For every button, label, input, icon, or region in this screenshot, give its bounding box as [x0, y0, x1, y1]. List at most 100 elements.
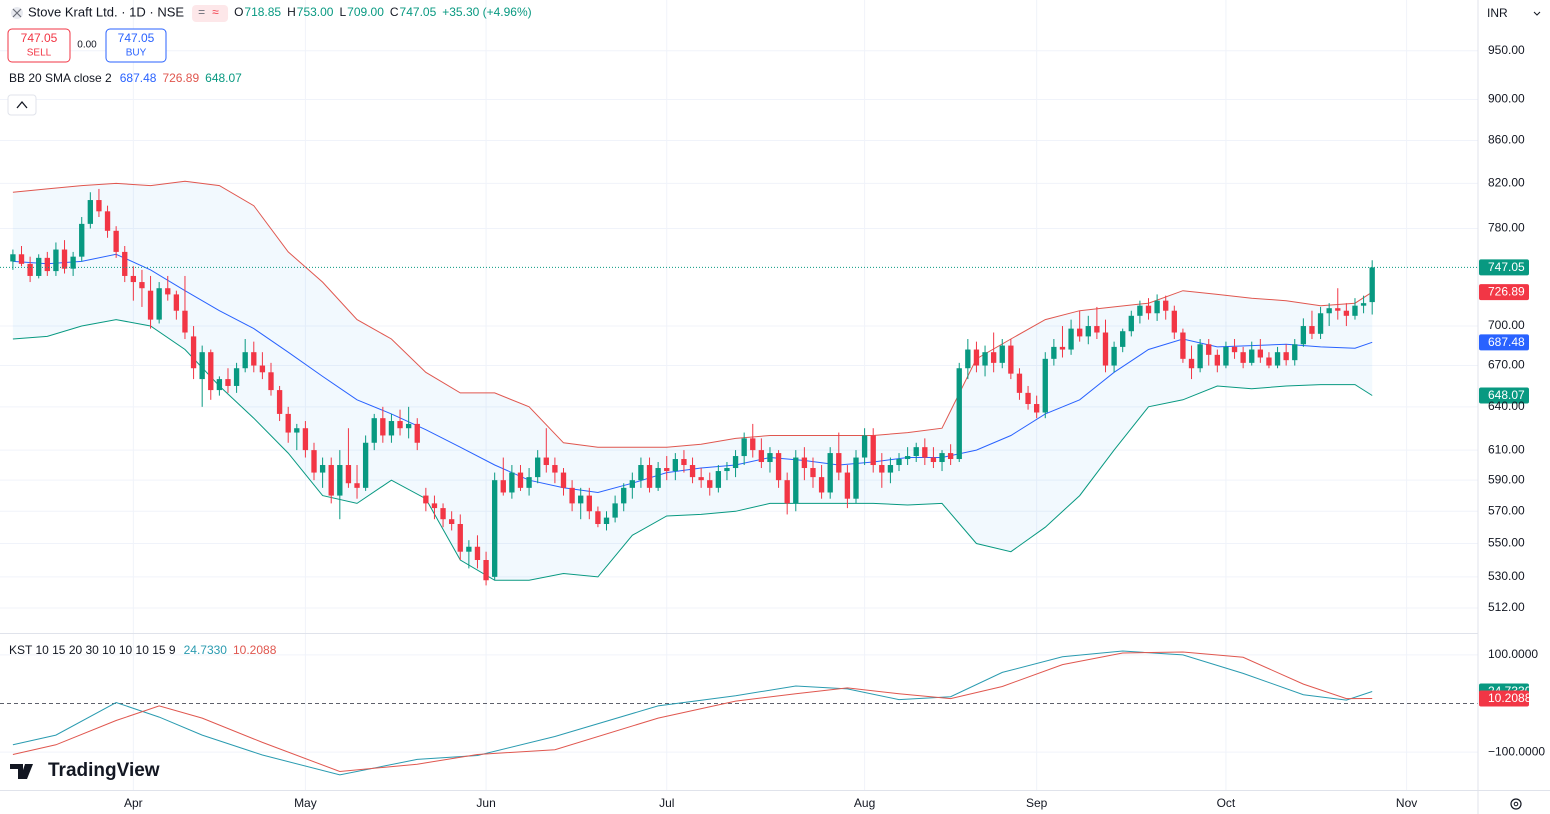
candle-body [1369, 267, 1375, 303]
candle-body [1317, 313, 1324, 334]
candle-body [1257, 349, 1264, 358]
x-tick-label: Jul [659, 796, 674, 810]
candle-body [707, 480, 713, 488]
candle-body [328, 465, 334, 496]
candle-body [595, 511, 601, 525]
band-fill [12, 181, 1373, 581]
candle-body [1094, 326, 1100, 333]
y-tick-label: 640.00 [1488, 399, 1525, 413]
candle-body [1154, 300, 1160, 314]
candle-body [767, 453, 773, 463]
y-tick-label: 860.00 [1488, 133, 1525, 147]
currency: INR [1487, 6, 1508, 20]
candle-body [388, 421, 395, 436]
candle-body [586, 495, 592, 512]
candle-body [741, 438, 747, 457]
price-badge [1479, 259, 1529, 276]
legend-text: H [287, 5, 296, 19]
legend-text: 24.7330 [184, 643, 228, 657]
candle-body [53, 249, 59, 272]
candle-body [1249, 349, 1255, 363]
x-tick-label: Nov [1396, 796, 1417, 810]
settings-button[interactable] [1510, 798, 1522, 810]
candle-body [517, 472, 524, 488]
price-badge-label: 726.89 [1488, 285, 1525, 299]
candle-body [1326, 308, 1332, 314]
candle-body [1077, 328, 1083, 337]
candle-body [345, 465, 352, 484]
candle-body [853, 457, 859, 499]
candle-body [621, 487, 627, 504]
y-tick-label: 530.00 [1488, 569, 1525, 583]
collapse-button[interactable] [7, 94, 37, 116]
bollinger-line [12, 180, 1373, 448]
candle-body [122, 251, 128, 276]
legend-text: 10.2088 [233, 643, 277, 657]
y-tick-label: 820.00 [1488, 176, 1525, 190]
candle-body [182, 310, 188, 333]
candle-body [999, 345, 1005, 363]
toggle-icon: ≈ [212, 5, 219, 19]
price-badge-label: 10.2088 [1488, 691, 1532, 705]
legend-text: 709.00 [347, 5, 384, 19]
legend-text: 753.00 [297, 5, 334, 19]
candle-body [965, 349, 971, 369]
candle-body [732, 456, 739, 469]
candle-body [440, 508, 446, 520]
spread: 0.00 [77, 40, 97, 51]
legend-text: 687.48 [120, 71, 157, 85]
sell-button[interactable] [7, 28, 71, 63]
candle-body [1335, 308, 1341, 311]
legend-text: KST 10 15 20 30 10 10 10 15 9 [9, 643, 176, 657]
candle-body [268, 372, 274, 391]
candle-body [208, 352, 214, 391]
candle-body [724, 468, 730, 472]
candle-body [750, 438, 756, 451]
buy-label: BUY [126, 48, 147, 59]
candle-body [844, 472, 851, 499]
candle-body [483, 560, 489, 581]
candle-body [638, 465, 644, 481]
candle-body [1128, 315, 1134, 332]
candle-body [784, 480, 790, 504]
candle-body [285, 413, 291, 433]
y-tick-label: 512.00 [1488, 600, 1525, 614]
y-tick-label: 550.00 [1488, 536, 1525, 550]
candle-body [543, 457, 549, 466]
candle-body [1033, 404, 1040, 413]
candle-body [156, 288, 162, 320]
price-badge [1479, 334, 1529, 351]
candle-body [1214, 354, 1220, 366]
candle-body [973, 349, 980, 366]
candle-body [1343, 310, 1350, 316]
price-badge [1479, 284, 1529, 301]
x-tick-label: Jun [476, 796, 495, 810]
currency-dropdown[interactable] [1482, 3, 1546, 25]
candle-body [405, 423, 412, 429]
buy-button[interactable] [105, 28, 167, 63]
candle-body [233, 368, 240, 386]
candle-body [560, 472, 567, 488]
y-tick-label: 950.00 [1488, 43, 1525, 57]
legend-text: 726.89 [162, 71, 199, 85]
y-tick-label: −100.0000 [1488, 744, 1545, 758]
candle-body [1137, 305, 1143, 316]
y-tick-label: 590.00 [1488, 472, 1525, 486]
candle-body [79, 223, 85, 257]
candle-body [259, 365, 266, 373]
candle-body [1274, 352, 1281, 366]
candle-body [1197, 344, 1203, 369]
candle-body [1300, 326, 1307, 345]
candle-body [1266, 357, 1272, 366]
candle-body [939, 453, 945, 463]
candle-body [870, 435, 876, 466]
candle-body [1102, 332, 1109, 366]
candle-body [87, 200, 93, 224]
candle-body [1171, 310, 1177, 333]
candle-body [302, 428, 309, 451]
candle-body [448, 519, 455, 525]
candle-body [646, 465, 653, 488]
candle-body [311, 450, 317, 473]
candle-body [664, 468, 670, 472]
